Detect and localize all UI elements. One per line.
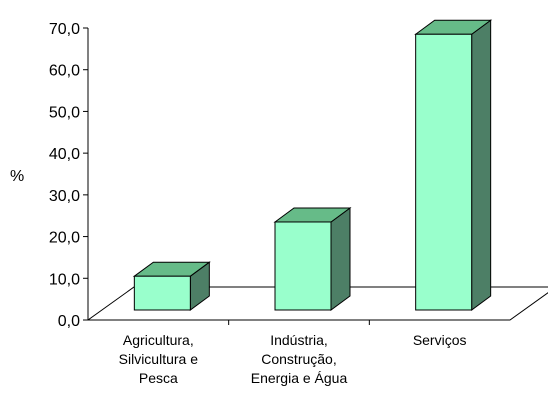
y-axis-label: % — [10, 168, 24, 185]
x-tick-label-line: Energia e Água — [251, 370, 348, 386]
y-tick-label: 60,0 — [49, 63, 80, 80]
y-tick-label: 70,0 — [49, 21, 80, 38]
bar — [132, 261, 211, 311]
x-tick-label: Indústria, Construção, Energia e Água — [251, 332, 348, 386]
x-tick-label-line: Serviços — [413, 332, 467, 348]
bar-front — [415, 33, 473, 311]
y-tick-label: 0,0 — [58, 313, 80, 330]
y-tick-label: 50,0 — [49, 104, 80, 121]
x-tick-label-line: Agricultura, — [123, 332, 194, 348]
x-tick-label-line: Silvicultura e — [119, 351, 199, 367]
x-tick-label-line: Pesca — [139, 370, 178, 386]
bar-front — [133, 275, 191, 311]
bar-side — [330, 206, 351, 311]
bar — [273, 206, 352, 311]
x-tick-label: Serviços — [413, 332, 467, 348]
y-tick-label: 20,0 — [49, 230, 80, 247]
x-tick-label-line: Construção, — [261, 351, 336, 367]
y-tick-label: 40,0 — [49, 146, 80, 163]
y-tick-label: 30,0 — [49, 188, 80, 205]
y-tick-label: 10,0 — [49, 271, 80, 288]
bar — [414, 19, 493, 311]
bar-front — [274, 221, 332, 311]
x-tick-label-line: Indústria, — [270, 332, 328, 348]
x-tick-label: Agricultura, Silvicultura e Pesca — [119, 332, 199, 386]
bar-side — [471, 19, 492, 311]
